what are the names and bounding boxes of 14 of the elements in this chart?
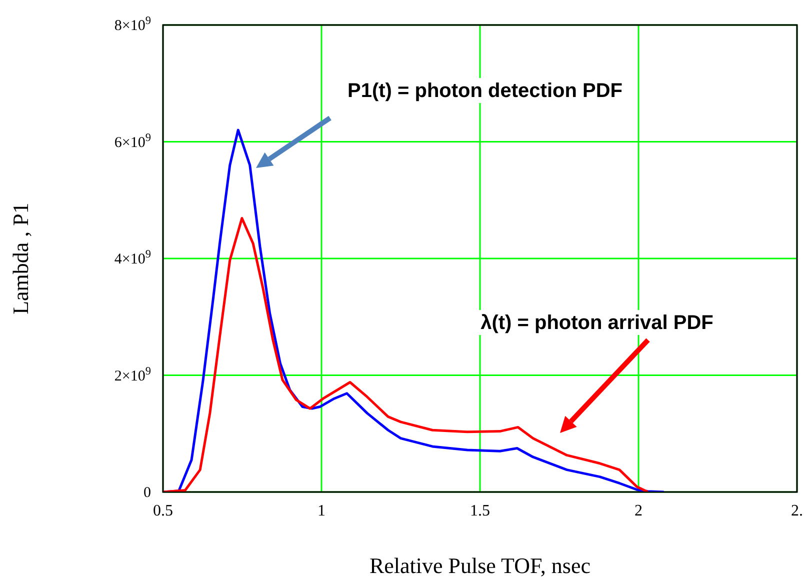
y-tick-label: 4×10$^{9}$	[114, 248, 152, 268]
y-tick-label: 6×10$^{9}$	[114, 132, 152, 151]
x-tick-label: 1	[318, 502, 326, 520]
x-axis-title: Relative Pulse TOF, nsec	[369, 553, 591, 578]
y-tick-label: 8×10$^{9}$	[114, 15, 152, 34]
x-tick-label: 2	[634, 502, 642, 520]
x-tick-label: 2.	[791, 502, 803, 520]
y-axis-title: Lambda , P1	[8, 202, 33, 314]
annotation: λ(t) = photon arrival PDF	[480, 312, 714, 334]
annotation: P1(t) = photon detection PDF	[348, 80, 622, 102]
x-tick-label: 1.5	[470, 502, 490, 520]
x-tick-label: 0.5	[153, 502, 173, 520]
y-tick-label: 0	[144, 485, 151, 501]
y-tick-label: 2×10$^{9}$	[114, 365, 152, 384]
